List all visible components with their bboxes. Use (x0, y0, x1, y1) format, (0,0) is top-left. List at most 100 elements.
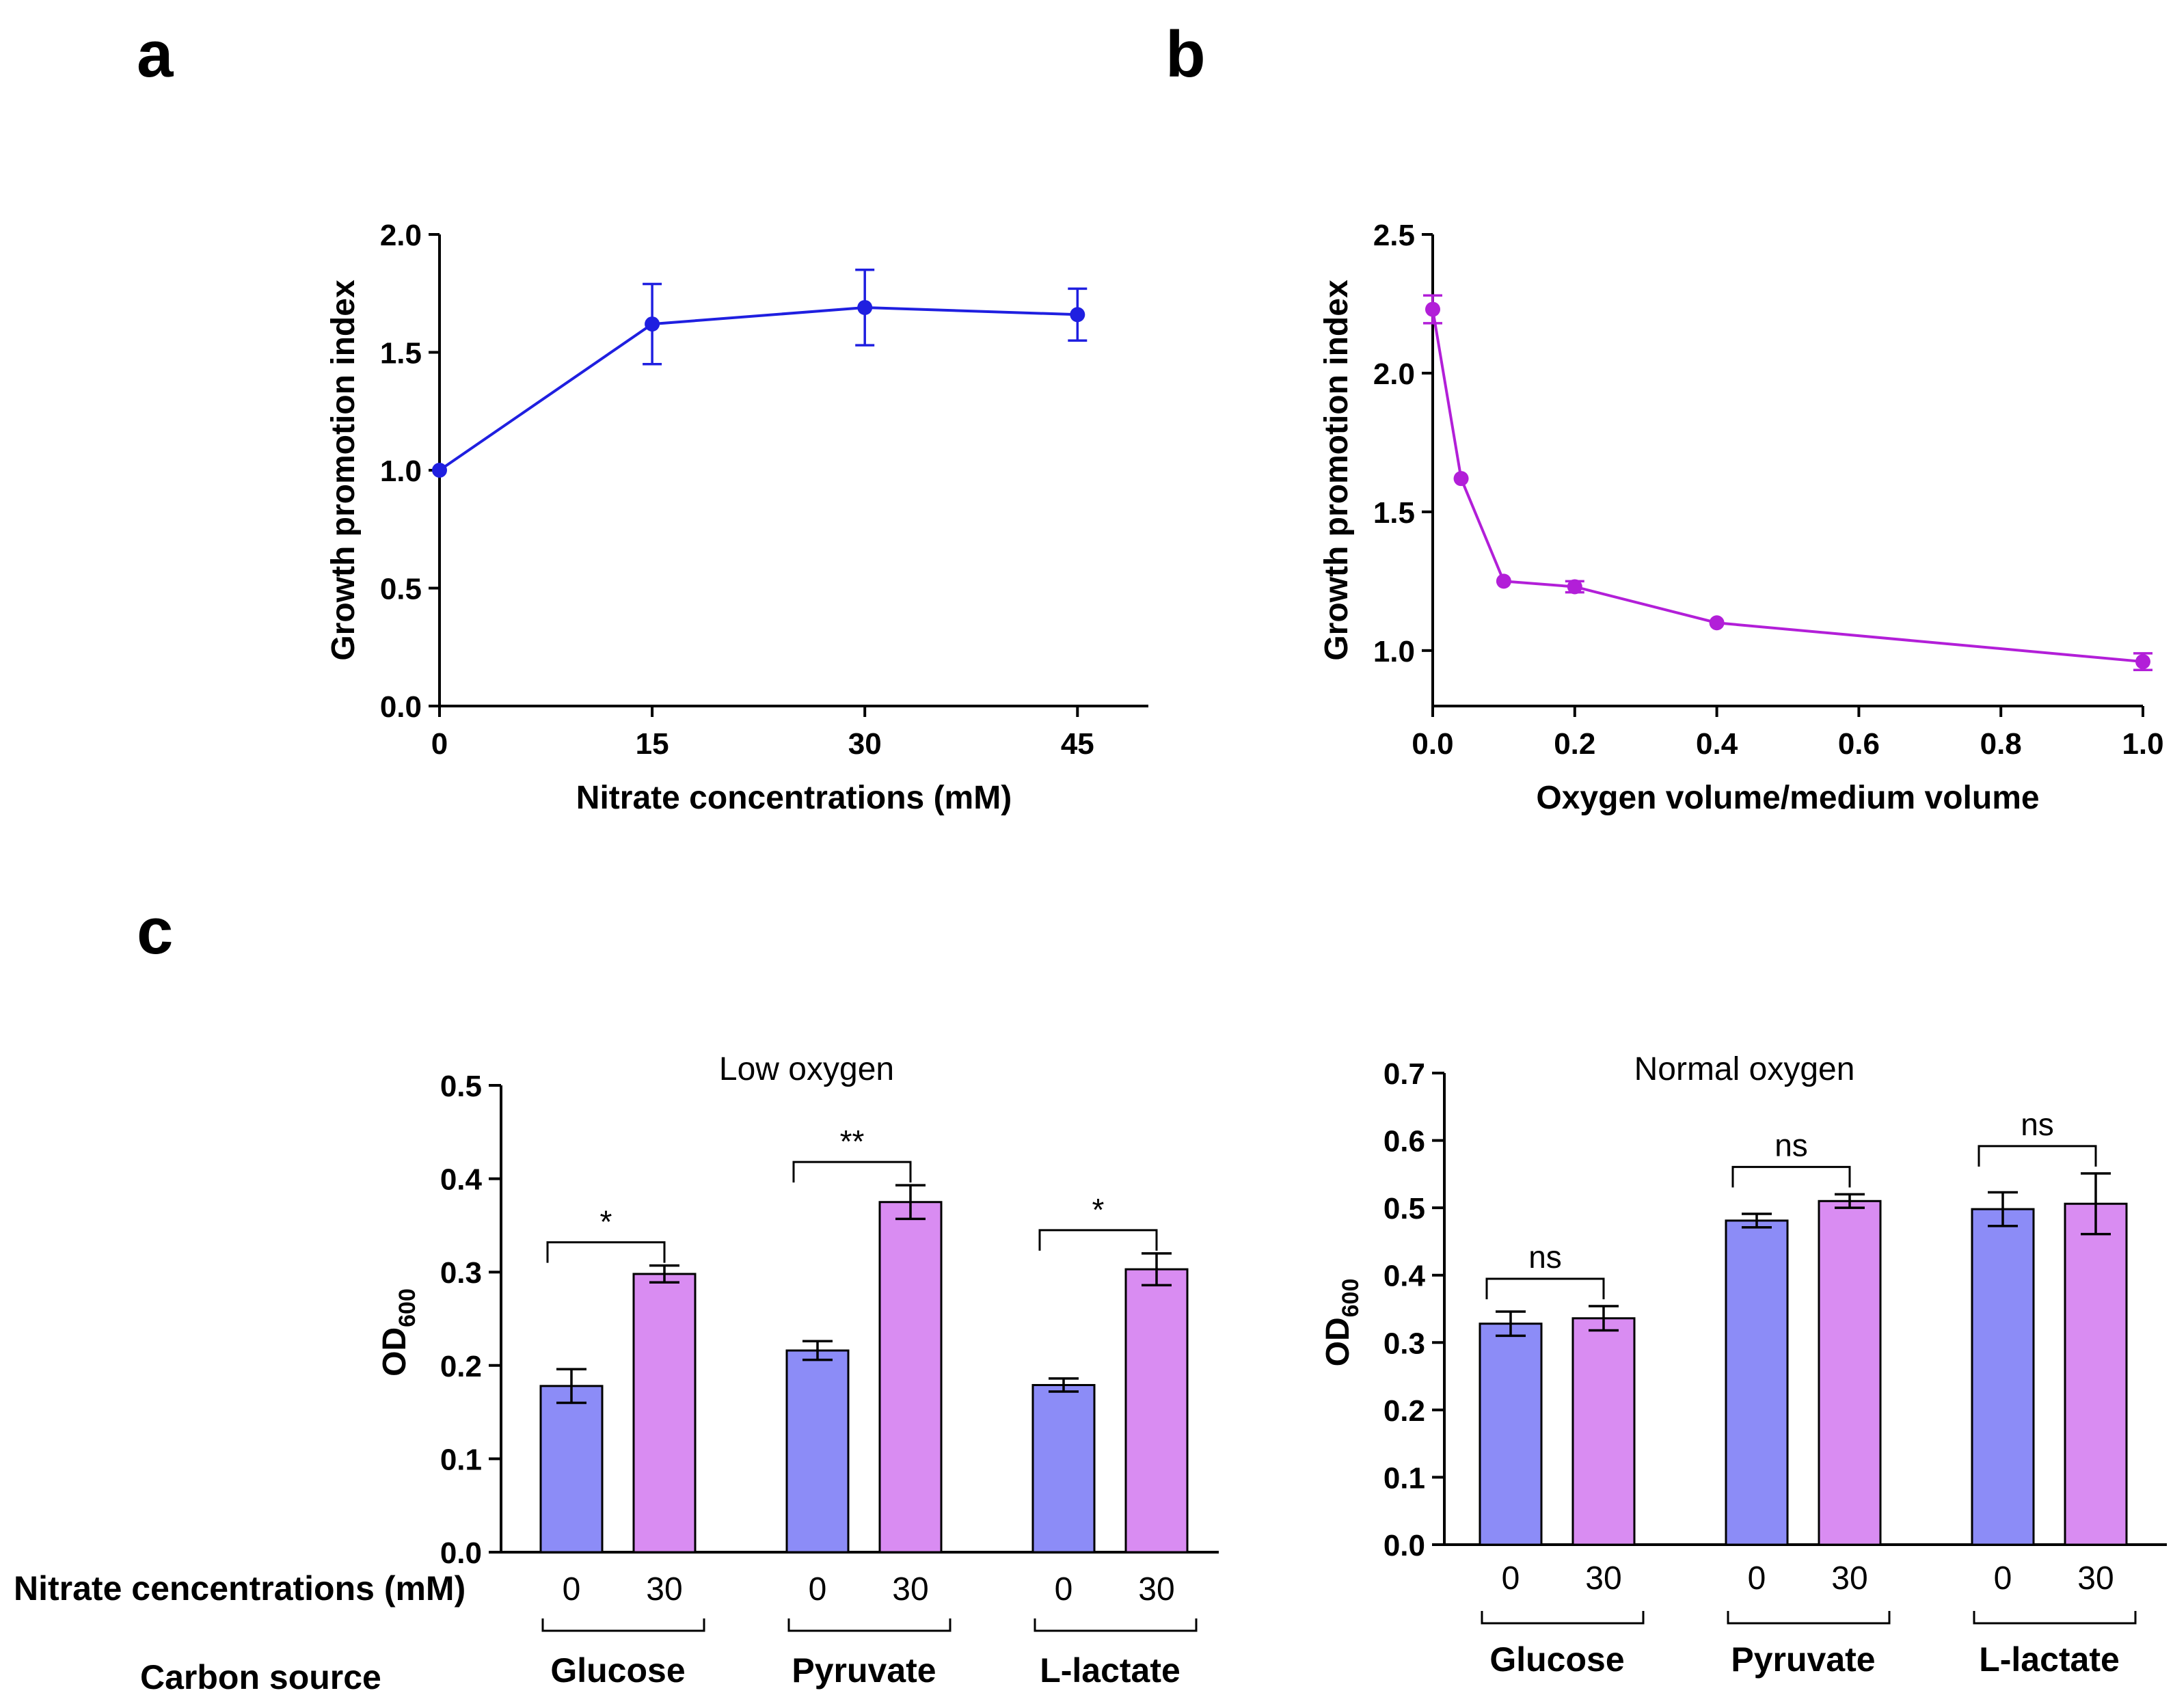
group-bracket (787, 1618, 951, 1632)
x-tick-label: 0.2 (1554, 727, 1595, 761)
group-label: L-lactate (1040, 1651, 1180, 1690)
x-tick-label: 30 (848, 727, 882, 761)
bar (1124, 1268, 1189, 1554)
bar (1725, 1219, 1789, 1546)
y-tick-label: 1.0 (1373, 635, 1415, 668)
data-point (857, 299, 873, 315)
row-label-nitrate: Nitrate cencentrations (mM) (14, 1569, 465, 1608)
data-point (1496, 573, 1511, 589)
y-tick-label: 0.1 (440, 1443, 482, 1476)
y-axis-title-main: OD (377, 1327, 413, 1377)
category-label: 30 (892, 1571, 928, 1608)
data-point (1425, 301, 1440, 317)
y-tick-label: 0.2 (440, 1350, 482, 1383)
category-label: 30 (2077, 1560, 2114, 1597)
chart-c-normal-oxygen-bars: 0.0 0.1 0.2 0.3 0.4 0.5 0.6 0.7 Normal oxygen OD6… (1320, 1051, 2167, 1679)
x-tick-label: 0 (431, 727, 448, 761)
group-label: Glucose (1489, 1640, 1624, 1679)
data-point (432, 463, 447, 478)
x-tick-label: 45 (1061, 727, 1094, 761)
data-point (1709, 615, 1725, 631)
y-tick-label: 0.3 (1384, 1327, 1425, 1360)
y-tick-label: 2.0 (380, 219, 422, 252)
y-tick-label: 0.0 (380, 690, 422, 724)
x-tick-label: 0.4 (1696, 727, 1738, 761)
data-point (2135, 654, 2150, 670)
y-tick-label: 2.5 (1373, 219, 1415, 252)
bar (1031, 1383, 1096, 1554)
category-label: 0 (1994, 1560, 2012, 1597)
x-axis-title: Oxygen volume/medium volume (1536, 780, 2039, 816)
bar (878, 1201, 943, 1554)
significance-label: * (600, 1204, 612, 1240)
y-tick-label: 0.4 (1384, 1260, 1426, 1293)
y-tick-label: 1.5 (380, 337, 422, 370)
y-axis-title: Growth promotion index (1319, 280, 1355, 661)
x-tick-label: 0.6 (1838, 727, 1880, 761)
bar (1818, 1199, 1882, 1546)
group-label: Pyruvate (792, 1651, 936, 1690)
y-tick-label: 0.0 (1384, 1529, 1425, 1562)
series-line (1431, 309, 2144, 664)
bar (1971, 1208, 2035, 1546)
bar (1571, 1317, 1636, 1546)
y-tick-label: 0.0 (440, 1536, 482, 1570)
y-tick-label: 0.2 (1384, 1394, 1425, 1428)
y-tick-label: 0.5 (1384, 1192, 1425, 1225)
panel-label-c: c (137, 895, 173, 968)
row-label-carbon: Carbon source (140, 1658, 381, 1696)
significance-bracket (1731, 1165, 1851, 1188)
group-bracket (1034, 1618, 1198, 1632)
group-label: Pyruvate (1731, 1640, 1875, 1679)
chart-a-nitrate-line: 0.0 0.5 1.0 1.5 2.0 0 15 30 45 Nitrate concentrat… (325, 219, 1148, 816)
y-axis-title-main: OD (1320, 1317, 1356, 1366)
category-label: 30 (1585, 1560, 1621, 1597)
significance-label: ns (2021, 1107, 2054, 1142)
group-bracket (1727, 1611, 1891, 1625)
significance-bracket (1038, 1229, 1158, 1251)
bar (1479, 1323, 1543, 1546)
y-tick-label: 0.4 (440, 1163, 483, 1197)
category-label: 30 (1138, 1571, 1174, 1608)
x-tick-label: 0.8 (1980, 727, 2022, 761)
significance-label: * (1092, 1192, 1105, 1228)
bar (539, 1385, 604, 1554)
significance-bracket (1485, 1277, 1605, 1300)
category-label: 30 (646, 1571, 682, 1608)
y-tick-label: 0.5 (380, 573, 422, 606)
series-line (438, 306, 1078, 472)
group-label: Glucose (550, 1651, 685, 1690)
category-label: 30 (1831, 1560, 1867, 1597)
x-tick-label: 1.0 (2122, 727, 2163, 761)
y-tick-label: 1.0 (380, 455, 422, 488)
significance-bracket (1978, 1145, 2097, 1167)
y-axis-title: OD600 (1320, 1279, 1364, 1367)
category-label: 0 (1055, 1571, 1073, 1608)
plot-title: Normal oxygen (1634, 1051, 1855, 1087)
y-tick-label: 1.5 (1373, 496, 1415, 530)
y-tick-label: 0.1 (1384, 1461, 1425, 1495)
category-label: 0 (1748, 1560, 1766, 1597)
group-bracket (1481, 1611, 1645, 1625)
significance-label: ns (1528, 1239, 1562, 1275)
data-point (1453, 471, 1469, 487)
category-label: 0 (563, 1571, 581, 1608)
plot-title: Low oxygen (719, 1051, 894, 1087)
significance-label: ns (1774, 1127, 1808, 1163)
bar (785, 1349, 850, 1554)
x-tick-label: 15 (636, 727, 669, 761)
y-tick-label: 0.3 (440, 1256, 482, 1290)
x-axis-title: Nitrate concentrations (mM) (576, 780, 1012, 816)
data-point (645, 316, 660, 332)
significance-bracket (792, 1161, 912, 1183)
y-tick-label: 0.5 (440, 1070, 482, 1103)
significance-bracket (546, 1241, 666, 1263)
panel-label-a: a (137, 18, 174, 91)
y-axis-title: OD600 (377, 1288, 420, 1377)
chart-c-low-oxygen-bars: 0.0 0.1 0.2 0.3 0.4 0.5 Low oxygen OD600 0 30 * Glu… (14, 1051, 1219, 1696)
y-tick-label: 0.7 (1384, 1057, 1425, 1091)
x-tick-label: 0.0 (1412, 727, 1453, 761)
group-bracket (541, 1618, 705, 1632)
bar (2064, 1202, 2128, 1546)
